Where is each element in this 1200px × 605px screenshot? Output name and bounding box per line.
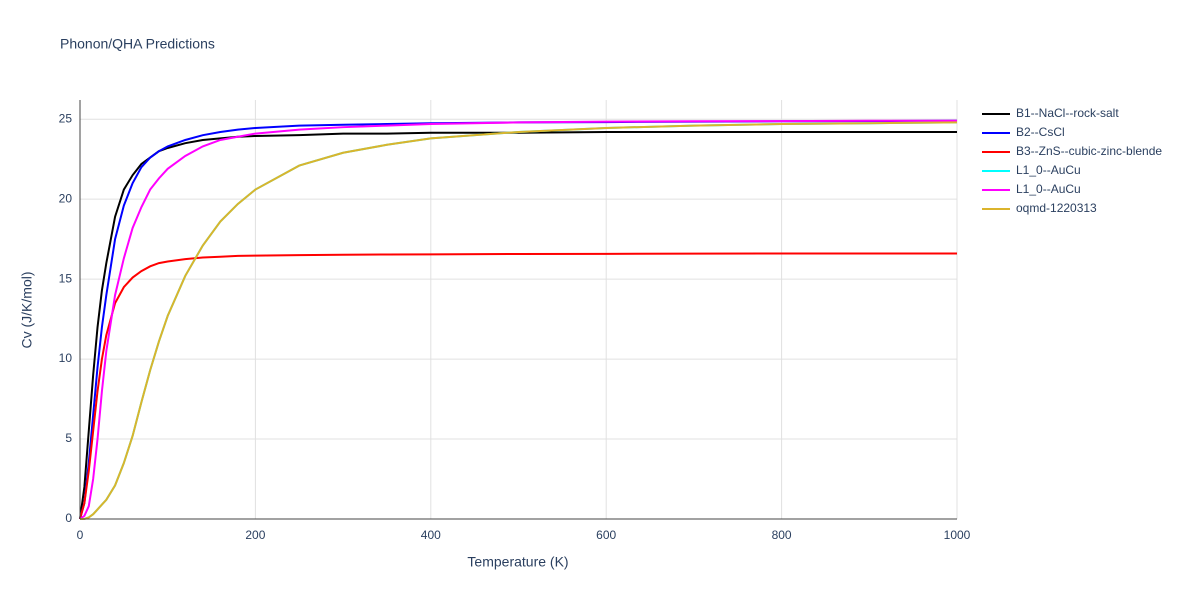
- x-tick-label: 0: [77, 528, 84, 542]
- series-line: [80, 121, 958, 520]
- y-tick-label: 15: [59, 271, 73, 285]
- series-line: [79, 119, 958, 520]
- y-tick-label: 25: [59, 111, 73, 125]
- legend-label: B1--NaCl--rock-salt: [1016, 106, 1119, 120]
- x-tick-label: 800: [772, 528, 792, 542]
- x-tick-label: 200: [245, 528, 265, 542]
- legend-label: oqmd-1220313: [1016, 201, 1097, 215]
- series-line: [79, 130, 957, 520]
- legend-label: B3--ZnS--cubic-zinc-blende: [1016, 144, 1162, 158]
- series-line: [79, 252, 957, 520]
- y-tick-label: 20: [59, 191, 73, 205]
- x-tick-label: 1000: [944, 528, 971, 542]
- series-line: [80, 121, 958, 520]
- legend-label: L1_0--AuCu: [1016, 182, 1081, 196]
- legend: B1--NaCl--rock-salt B2--CsCl B3--ZnS--cubi…: [982, 106, 1162, 215]
- series-line: [79, 119, 957, 520]
- legend-label: L1_0--AuCu: [1016, 163, 1081, 177]
- y-tick-label: 10: [59, 351, 73, 365]
- x-axis-label: Temperature (K): [467, 554, 568, 570]
- x-tick-label: 400: [421, 528, 441, 542]
- y-tick-label: 5: [65, 431, 72, 445]
- plot-lines: [79, 119, 958, 520]
- chart-title: Phonon/QHA Predictions: [60, 36, 215, 52]
- grid: [79, 100, 958, 520]
- y-axis-label: Cv (J/K/mol): [19, 272, 35, 349]
- legend-label: B2--CsCl: [1016, 125, 1065, 139]
- x-tick-label: 600: [596, 528, 616, 542]
- y-tick-label: 0: [65, 511, 72, 525]
